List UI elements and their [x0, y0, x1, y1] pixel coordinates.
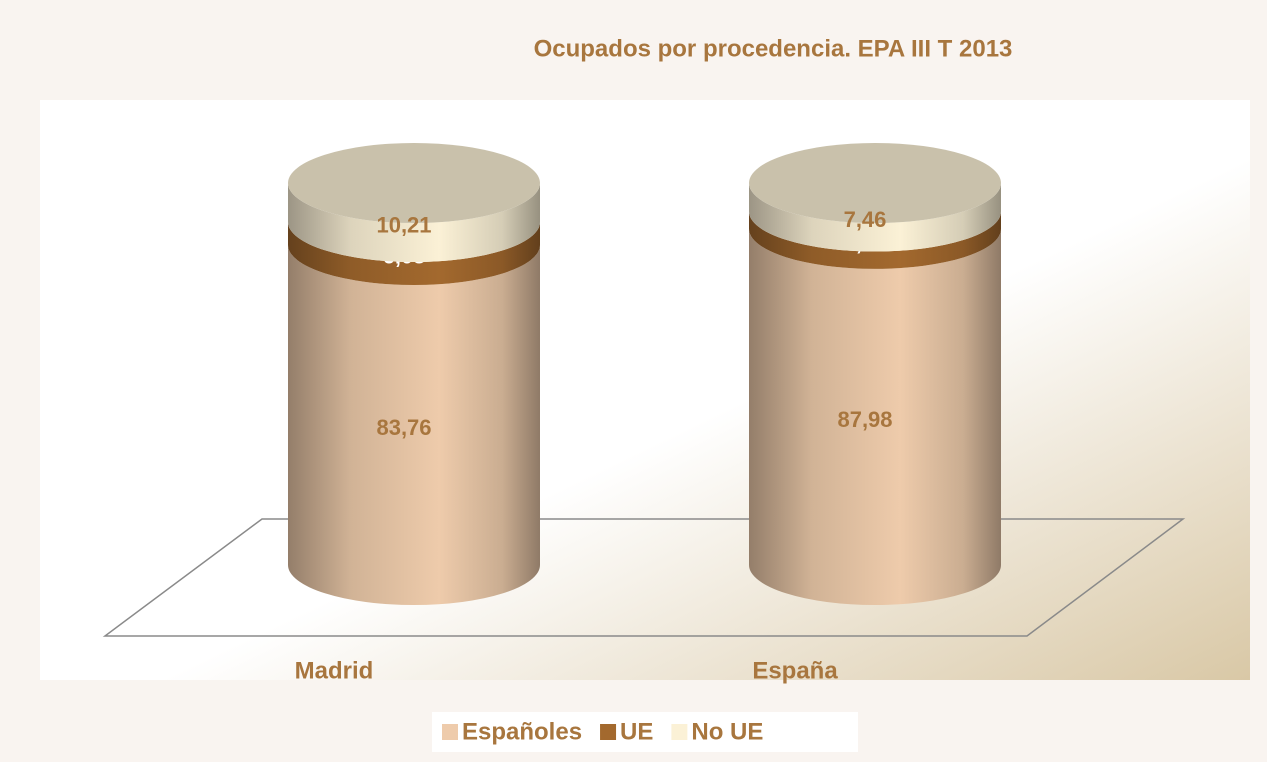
cylinder-segment: [288, 183, 540, 263]
cylinder-segment: [288, 222, 540, 286]
legend-label: No UE: [691, 718, 763, 745]
value-label: 83,76: [376, 415, 431, 440]
cylinder-top: [288, 143, 540, 223]
legend-swatch: [600, 724, 617, 740]
cylinder-top: [749, 143, 1001, 223]
legend-swatch: [671, 724, 688, 740]
cylinder-segment: [749, 211, 1001, 269]
value-label: 87,98: [837, 407, 892, 432]
cylinder-segment: [749, 183, 1001, 252]
legend-label: UE: [620, 718, 653, 745]
legend-label: Españoles: [462, 718, 582, 745]
cylinder-segment: [288, 245, 540, 605]
x-tick-label: España: [752, 657, 838, 684]
value-label: 7,46: [844, 207, 887, 232]
x-tick-label: Madrid: [295, 657, 374, 684]
plot-area: [40, 100, 1250, 680]
chart-title: Ocupados por procedencia. EPA III T 2013: [534, 35, 1013, 62]
value-label: 10,21: [376, 212, 431, 237]
legend: [432, 712, 858, 752]
cylinder-segment: [749, 228, 1001, 606]
legend-swatch: [442, 724, 458, 740]
